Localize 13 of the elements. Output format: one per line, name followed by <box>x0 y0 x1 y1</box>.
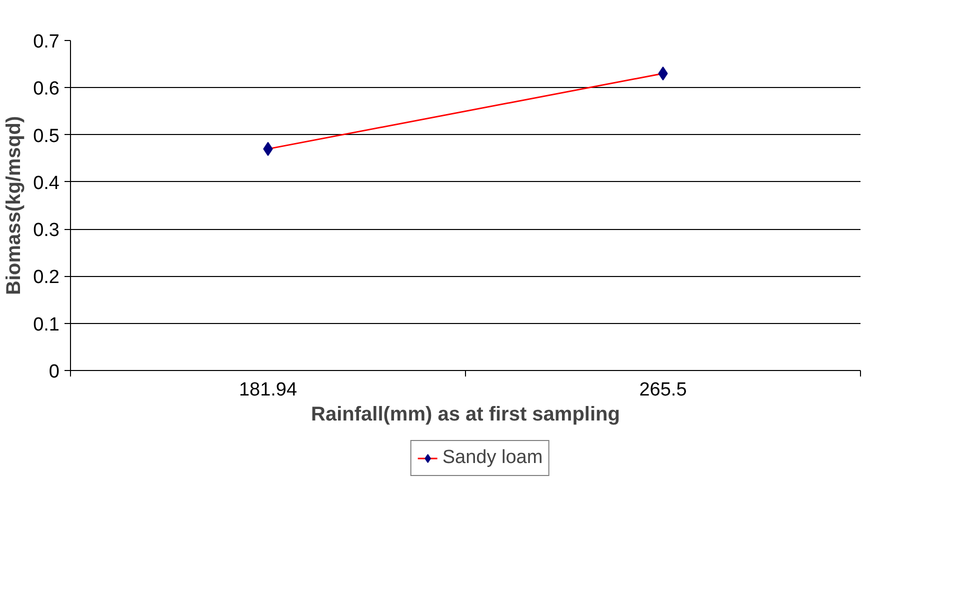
y-tick-label: 0.2 <box>33 267 60 288</box>
y-tick-label: 0.6 <box>33 78 60 100</box>
y-tick-label: 0.1 <box>33 314 60 336</box>
y-tick-label: 0.7 <box>33 32 60 52</box>
legend-label: Sandy loam <box>442 447 543 469</box>
x-axis-title: Rainfall(mm) as at first sampling <box>311 404 620 426</box>
x-tick-label: 265.5 <box>639 380 687 400</box>
y-tick-label: 0 <box>48 362 60 382</box>
y-axis-title: Biomass(kg/msqd) <box>3 116 26 295</box>
x-tick-label: 181.94 <box>238 380 298 400</box>
y-tick-label: 0.4 <box>33 172 60 194</box>
y-tick-label: 0.3 <box>33 220 60 242</box>
y-tick-label: 0.5 <box>33 126 60 147</box>
